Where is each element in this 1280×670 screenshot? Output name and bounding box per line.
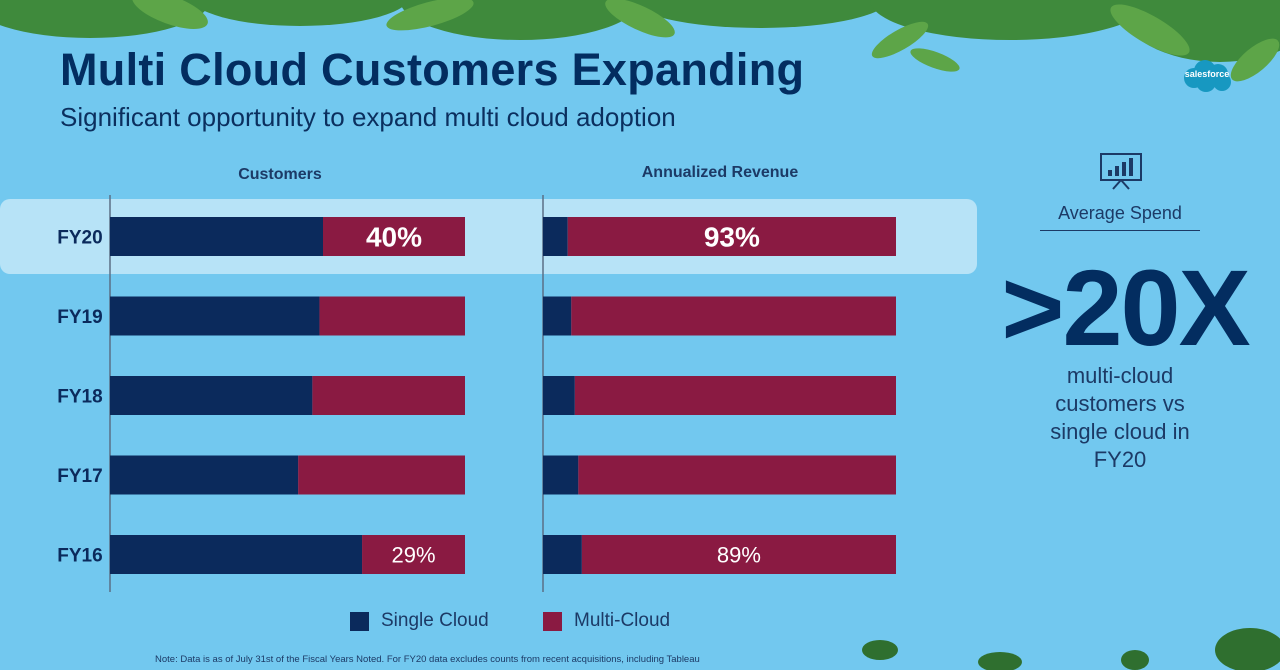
average-spend-label: Average Spend <box>1040 203 1200 231</box>
revenue-multi-bar-fy16 <box>581 535 896 574</box>
description-line: customers vs <box>1055 391 1185 416</box>
legend-single-label: Single Cloud <box>381 610 489 631</box>
average-spend-value: >20X <box>1001 247 1250 368</box>
revenue-single-bar-fy20 <box>543 217 568 256</box>
legend-multi: Multi-Cloud <box>543 610 670 632</box>
customers-single-bar-fy18 <box>110 376 313 415</box>
customers-multi-bar-fy16 <box>362 535 465 574</box>
revenue-single-bar-fy18 <box>543 376 575 415</box>
page-subtitle: Significant opportunity to expand multi … <box>60 102 676 132</box>
customers-single-bar-fy16 <box>110 535 363 574</box>
cloud-logo-icon <box>1184 60 1231 92</box>
category-label-fy19: FY19 <box>57 307 102 328</box>
customers-data-label-fy20: 40% <box>366 222 422 253</box>
revenue-single-bar-fy19 <box>543 296 572 336</box>
category-label-fy20: FY20 <box>57 228 102 249</box>
revenue-single-bar-fy17 <box>543 455 579 495</box>
revenue-multi-bar-fy19 <box>571 296 896 336</box>
average-spend-description: multi-cloud customers vs single cloud in… <box>1010 362 1230 474</box>
customers-data-label-fy16: 29% <box>392 543 436 568</box>
revenue-multi-bar-fy18 <box>574 376 896 415</box>
revenue-single-bar-fy16 <box>543 535 582 574</box>
customers-multi-bar-fy18 <box>312 376 465 415</box>
revenue-data-label-fy16: 89% <box>717 543 761 568</box>
revenue-data-label-fy20: 93% <box>704 222 760 253</box>
customers-single-bar-fy20 <box>110 217 323 256</box>
revenue-header: Annualized Revenue <box>641 164 799 181</box>
legend-single: Single Cloud <box>350 610 489 632</box>
legend-multi-label: Multi-Cloud <box>574 610 671 631</box>
customers-single-bar-fy17 <box>110 455 299 495</box>
description-line: FY20 <box>1093 447 1147 472</box>
salesforce-logo: salesforce <box>1180 58 1234 94</box>
category-label-fy16: FY16 <box>57 546 102 567</box>
multi-cloud-swatch <box>543 611 562 631</box>
customers-multi-bar-fy17 <box>298 455 465 495</box>
customers-multi-bar-fy19 <box>319 296 465 336</box>
description-line: single cloud in <box>1050 419 1190 444</box>
logo-text: salesforce <box>1184 69 1230 79</box>
presentation-chart-icon <box>1100 153 1142 190</box>
description-line: multi-cloud <box>1066 363 1174 388</box>
footnote: Note: Data is as of July 31st of the Fis… <box>155 654 700 665</box>
customers-header: Customers <box>238 166 322 183</box>
category-label-fy18: FY18 <box>57 387 102 408</box>
revenue-multi-bar-fy17 <box>578 455 896 495</box>
page-title: Multi Cloud Customers Expanding <box>60 44 805 95</box>
revenue-multi-bar-fy20 <box>567 217 896 256</box>
single-cloud-swatch <box>350 611 369 631</box>
category-label-fy17: FY17 <box>57 466 102 487</box>
customers-multi-bar-fy20 <box>323 217 465 256</box>
customers-single-bar-fy19 <box>110 296 320 336</box>
